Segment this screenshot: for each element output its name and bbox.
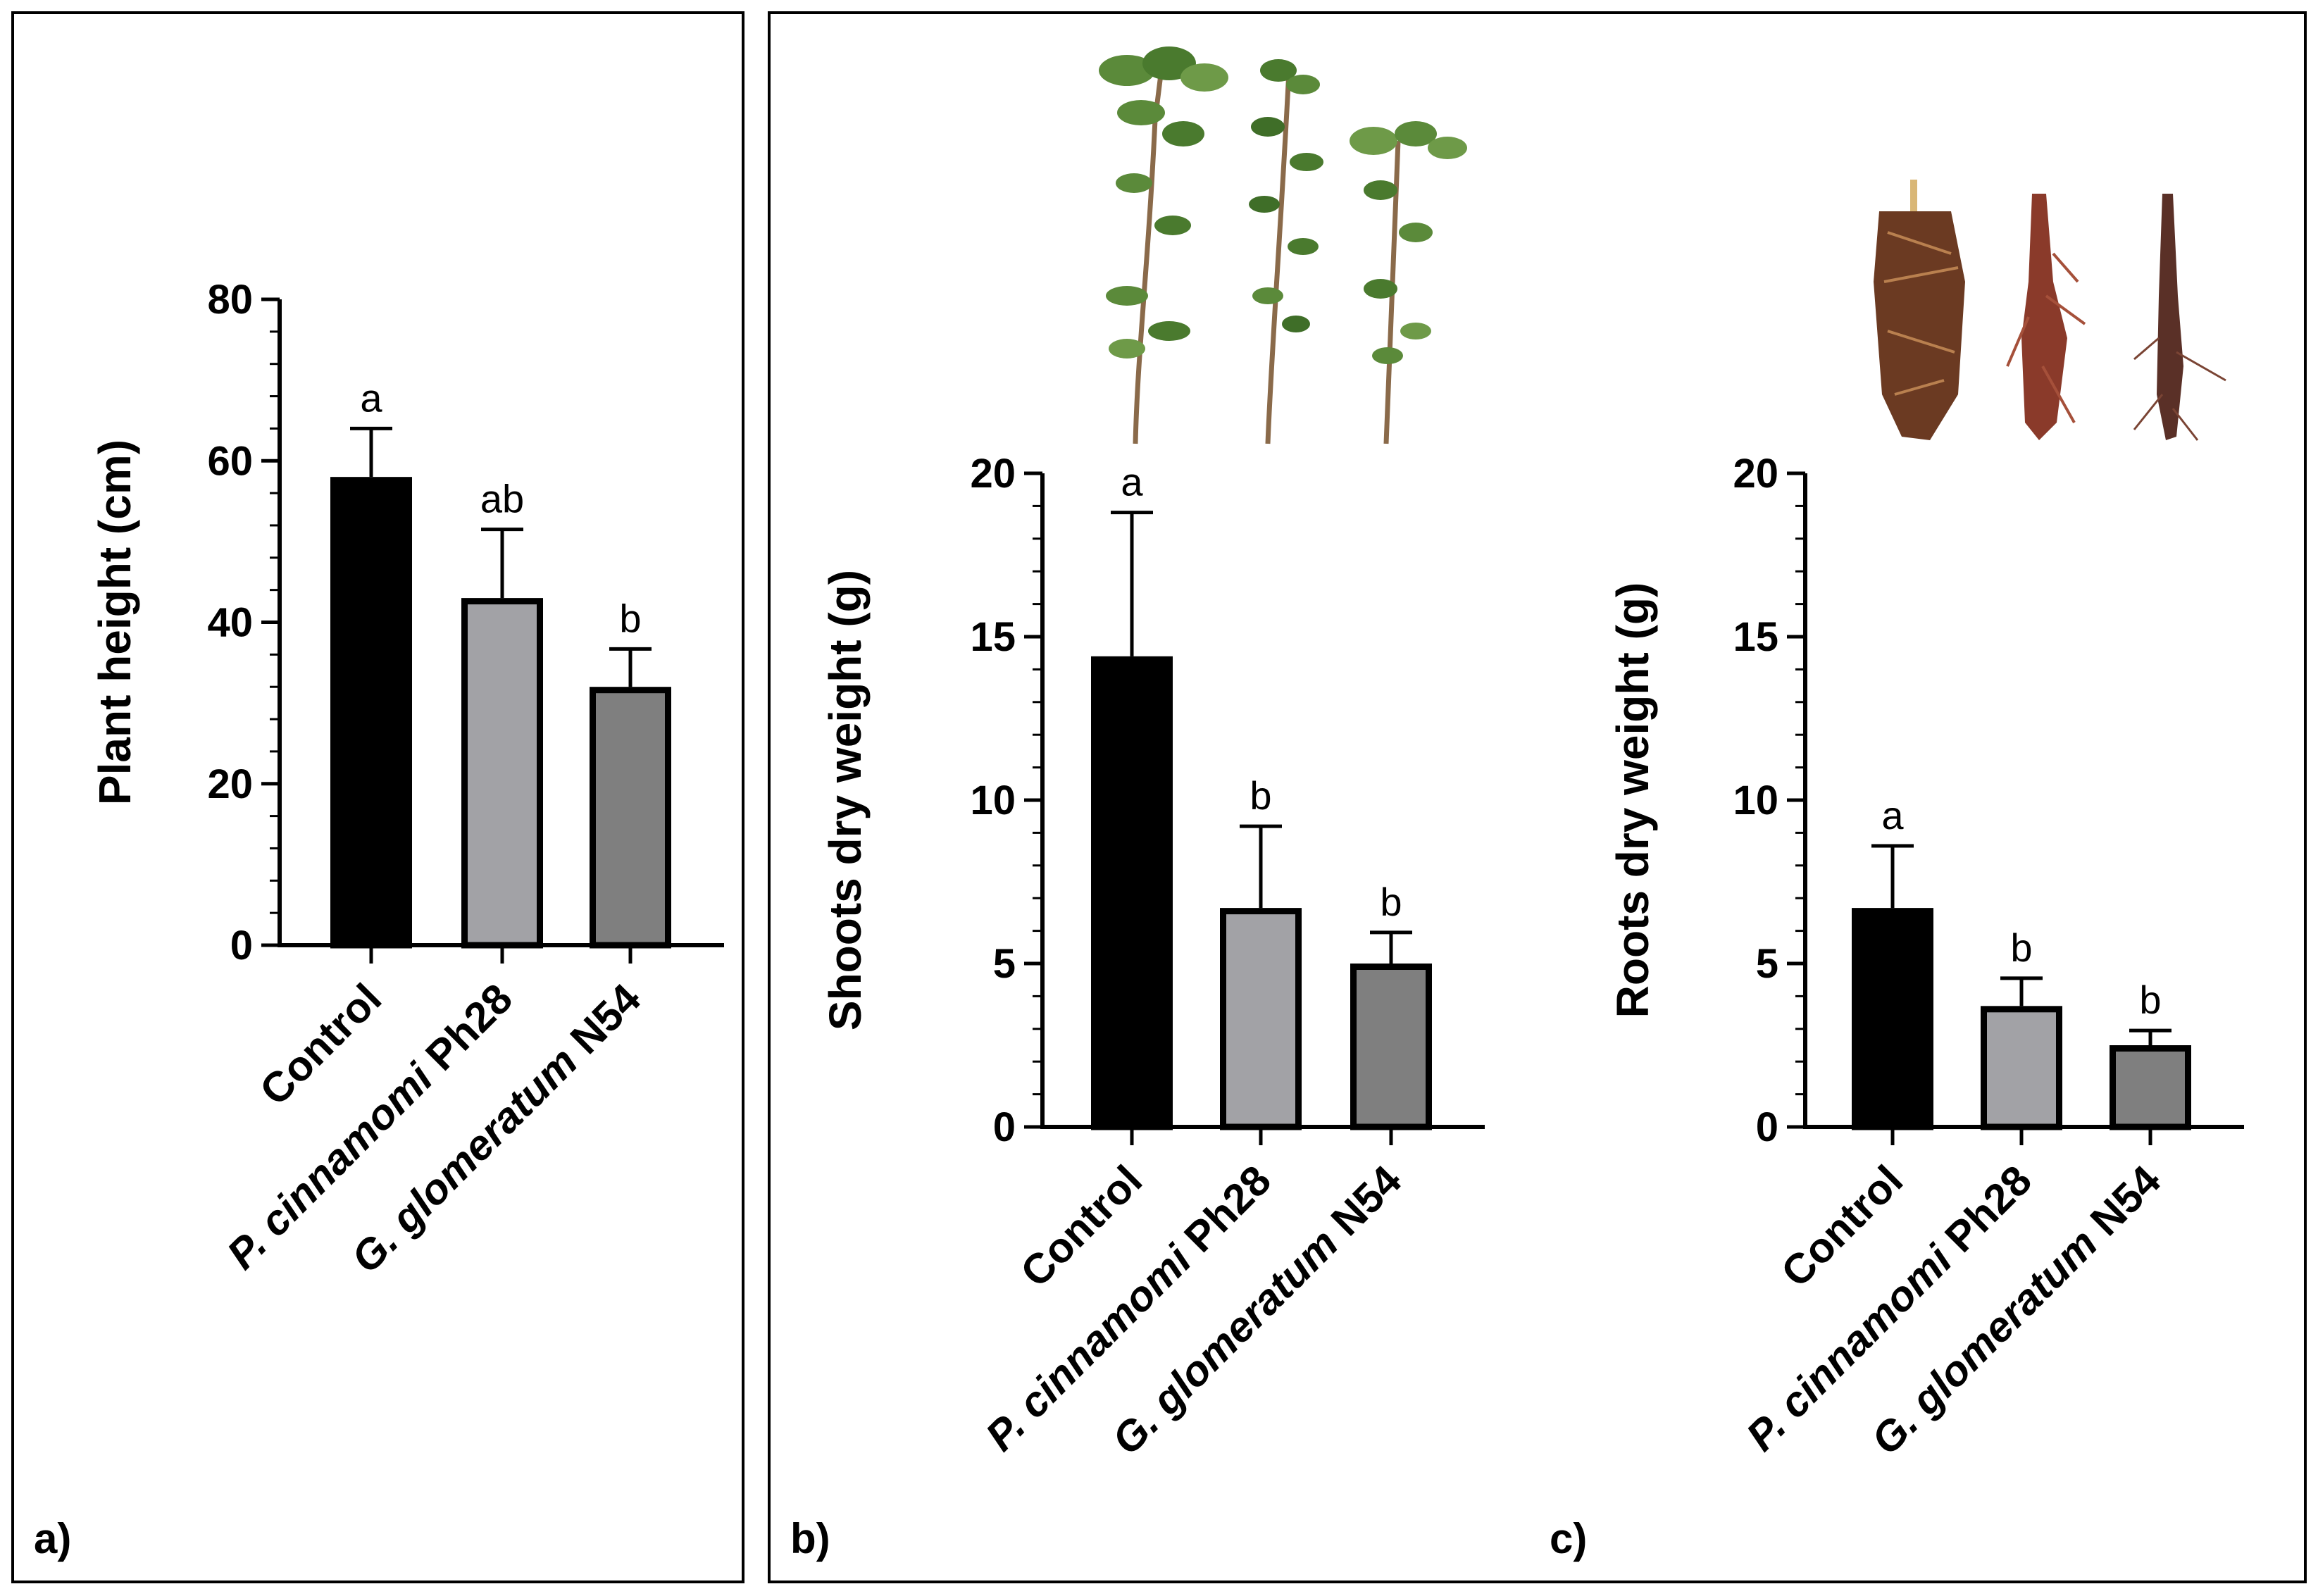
y-tick-label: 60 <box>207 438 253 484</box>
seedling-shoots-photo <box>1099 46 1467 444</box>
y-axis-title: Roots dry weight (g) <box>1607 582 1658 1018</box>
root-plug-control <box>1874 180 1965 440</box>
category-label-normal: Ph28 <box>1928 1157 2041 1270</box>
panel-a-frame <box>11 11 744 1583</box>
bar-gglomeratum <box>2110 1045 2191 1130</box>
seedling-roots-photo <box>1874 180 2226 441</box>
y-tick-label: 0 <box>993 1104 1016 1150</box>
significance-label: b <box>1380 880 1402 924</box>
y-tick-label: 15 <box>1733 614 1778 660</box>
category-label-normal: Ph28 <box>409 975 522 1088</box>
category-label-italic: G. glomeratum <box>342 1037 587 1282</box>
bar-pcinnamomi <box>1220 908 1302 1130</box>
panel-label-b: b) <box>790 1515 830 1562</box>
panel-label-c: c) <box>1550 1515 1587 1562</box>
significance-label: b <box>1250 773 1271 818</box>
shoot-plant-control <box>1099 46 1228 444</box>
shoot-plant-gglomeratum <box>1350 121 1467 444</box>
significance-label: a <box>1121 460 1143 504</box>
root-system-pcinnamomi <box>2006 194 2086 440</box>
bar-control <box>1852 908 1933 1130</box>
y-tick-label: 10 <box>1733 778 1778 823</box>
y-tick-label: 5 <box>1756 941 1778 987</box>
bar-pcinnamomi <box>461 598 543 949</box>
bar-gglomeratum <box>1350 964 1432 1130</box>
category-label-italic: G. glomeratum <box>1862 1219 2107 1464</box>
y-tick-label: 10 <box>970 778 1016 823</box>
y-tick-label: 20 <box>207 761 253 807</box>
y-axis-title: Shoots dry weight (g) <box>820 570 871 1030</box>
y-axis-title: Plant height (cm) <box>89 439 140 805</box>
category-label-normal: Ph28 <box>1167 1157 1280 1270</box>
y-tick-label: 80 <box>207 277 253 323</box>
shoot-plant-pcinnamomi <box>1249 59 1323 444</box>
bar-gglomeratum <box>590 687 671 949</box>
significance-label: a <box>1881 793 1904 837</box>
y-tick-label: 0 <box>1756 1104 1778 1150</box>
category-label-italic: G. glomeratum <box>1103 1219 1347 1464</box>
root-system-gglomeratum <box>2133 194 2226 441</box>
significance-label: ab <box>480 477 524 521</box>
panel-bc-frame <box>768 11 2307 1583</box>
significance-label: a <box>360 375 382 420</box>
y-tick-label: 0 <box>230 923 253 968</box>
significance-label: b <box>2010 925 2032 970</box>
significance-label: b <box>619 596 641 640</box>
bar-control <box>1091 656 1173 1130</box>
y-tick-label: 15 <box>970 614 1016 660</box>
bar-control <box>330 477 412 949</box>
bar-pcinnamomi <box>1981 1006 2062 1130</box>
y-tick-label: 40 <box>207 600 253 646</box>
y-tick-label: 20 <box>1733 451 1778 497</box>
y-tick-label: 20 <box>970 451 1016 497</box>
significance-label: b <box>2139 978 2161 1022</box>
panel-label-a: a) <box>34 1515 71 1562</box>
y-tick-label: 5 <box>993 941 1016 987</box>
